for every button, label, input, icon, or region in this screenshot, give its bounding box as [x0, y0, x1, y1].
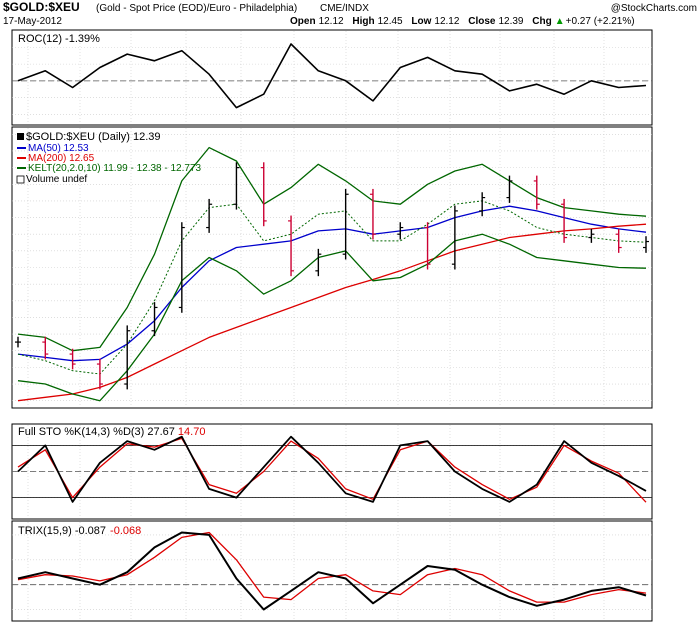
kelt-lower-line — [17, 233, 647, 402]
ohlc-label: Open 12.12 High 12.45 Low 12.12 Close 12.39 … — [290, 16, 635, 27]
trix-legend-main: TRIX(15,9) -0.087 — [18, 525, 106, 537]
legend-swatch-price — [17, 133, 24, 140]
chg-value: +0.27 (+2.21%) — [566, 16, 635, 27]
symbol-description: (Gold - Spot Price (EOD)/Euro - Philadel… — [96, 3, 297, 14]
sto-k-line — [17, 435, 647, 503]
trix-legend: TRIX(15,9) -0.087 -0.068 — [18, 525, 141, 537]
roc-line — [17, 43, 647, 109]
legend-swatch-volume — [16, 175, 25, 184]
exchange-label: CME/INDX — [320, 3, 369, 14]
chg-arrow: ▲ — [555, 16, 565, 27]
symbol-label: $GOLD:$XEU — [3, 0, 80, 14]
price-legend-main: $GOLD:$XEU (Daily) 12.39 — [26, 131, 161, 143]
high-label: High — [352, 16, 374, 27]
close-value: 12.39 — [498, 16, 523, 27]
close-label: Close — [468, 16, 496, 27]
copyright-label: @StockCharts.com — [611, 3, 697, 14]
low-value: 12.12 — [434, 16, 459, 27]
sto-legend-d: 14.70 — [178, 426, 206, 438]
open-value: 12.12 — [319, 16, 344, 27]
price-legend-kelt: KELT(20,2.0,10) 11.99 - 12.38 - 12.773 — [28, 163, 202, 174]
trix-legend-signal: -0.068 — [110, 525, 141, 537]
sto-legend-k: Full STO %K(14,3) %D(3) 27.67 — [18, 426, 175, 438]
chg-label: Chg — [532, 16, 551, 27]
date-label: 17-May-2012 — [3, 16, 62, 27]
high-value: 12.45 — [378, 16, 403, 27]
roc-panel — [11, 29, 653, 126]
ma-200-line — [17, 223, 647, 402]
low-label: Low — [411, 16, 431, 27]
trix-line — [17, 531, 647, 611]
kelt-upper-line — [17, 146, 647, 352]
trix-panel — [11, 520, 653, 622]
trix-signal-line — [17, 531, 647, 603]
price-legend: $GOLD:$XEU (Daily) 12.39 MA(50) 12.53 MA… — [16, 131, 202, 185]
ma-50-line — [17, 205, 647, 362]
open-label: Open — [290, 16, 316, 27]
price-panel — [11, 126, 653, 409]
sto-legend: Full STO %K(14,3) %D(3) 27.67 14.70 — [18, 426, 205, 438]
price-legend-volume: Volume undef — [26, 174, 87, 185]
sto-d-line — [17, 437, 647, 503]
roc-legend: ROC(12) -1.39% — [18, 33, 100, 45]
price-legend-ma200: MA(200) 12.65 — [28, 153, 95, 164]
price-legend-ma50: MA(50) 12.53 — [28, 143, 89, 154]
